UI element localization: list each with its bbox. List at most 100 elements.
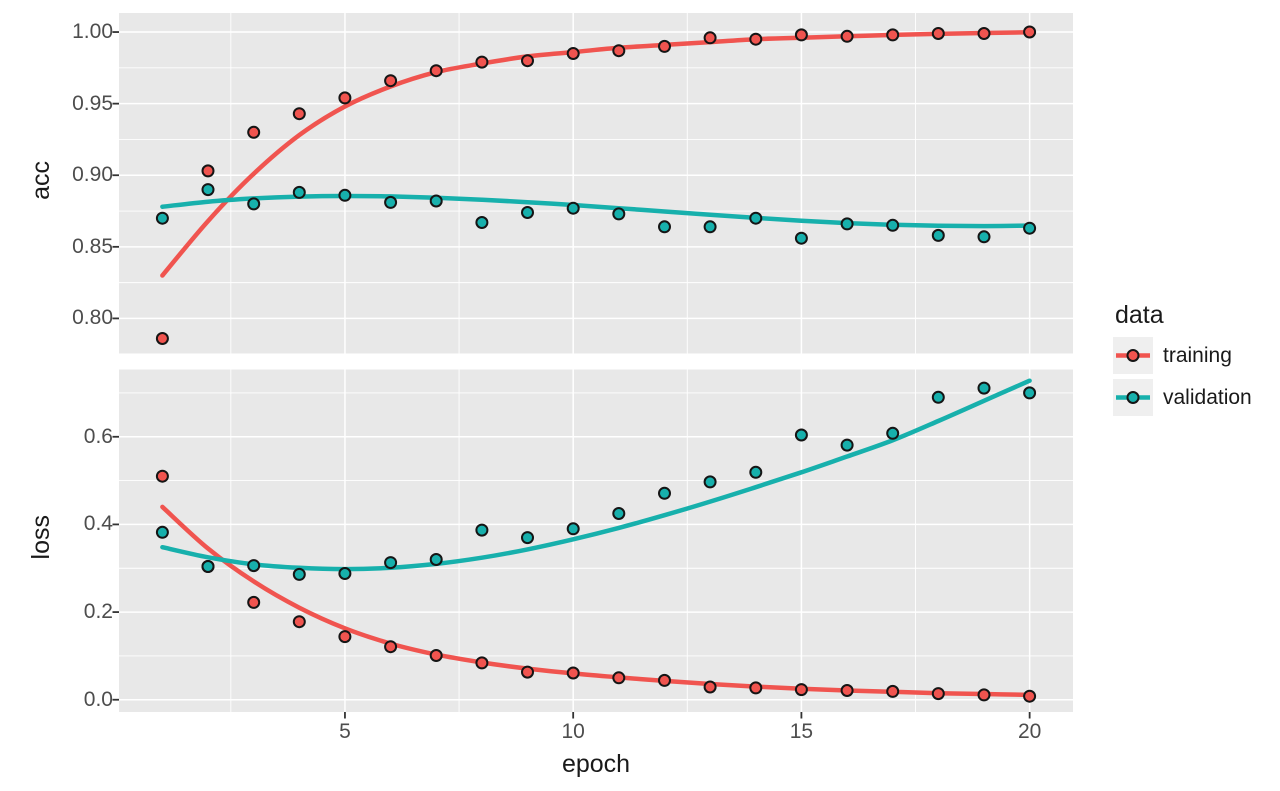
data-point-training-acc-e2: [201, 164, 215, 178]
y-tick-label-acc: 1.00: [72, 20, 113, 44]
data-point-validation-acc-e8: [475, 216, 489, 229]
data-point-training-loss-e5: [338, 630, 352, 644]
data-point-validation-loss-e7: [429, 553, 443, 566]
data-point-training-acc-e1: [155, 332, 169, 345]
data-point-training-loss-e11: [612, 671, 626, 685]
data-point-training-acc-e14: [749, 32, 763, 46]
data-point-training-loss-e7: [429, 649, 443, 662]
data-point-validation-acc-e18: [931, 228, 945, 242]
legend: data training validation: [1113, 301, 1252, 421]
data-point-training-acc-e10: [566, 47, 580, 60]
data-point-training-acc-e18: [931, 27, 945, 40]
data-point-training-loss-e15: [794, 683, 808, 697]
legend-title: data: [1115, 301, 1164, 329]
data-point-validation-acc-e10: [566, 201, 580, 215]
y-tick-label-loss: 0.0: [83, 687, 113, 711]
data-point-training-loss-e6: [384, 640, 398, 654]
panel-loss: [119, 369, 1073, 712]
smooth-line-validation-loss: [160, 378, 1032, 572]
data-point-validation-acc-e1: [155, 211, 169, 225]
data-point-validation-acc-e5: [338, 188, 352, 202]
data-point-training-acc-e16: [840, 29, 854, 43]
data-point-validation-loss-e8: [475, 523, 489, 537]
data-point-training-acc-e20: [1023, 25, 1037, 39]
data-point-training-loss-e14: [749, 681, 763, 695]
data-point-validation-loss-e2: [201, 560, 215, 573]
data-point-validation-acc-e11: [612, 207, 626, 221]
data-point-validation-loss-e6: [384, 556, 398, 570]
data-point-validation-acc-e2: [201, 183, 215, 197]
data-point-validation-loss-e13: [703, 475, 717, 489]
data-point-validation-acc-e17: [886, 218, 900, 232]
data-point-validation-acc-e15: [794, 231, 808, 245]
data-point-validation-loss-e12: [658, 486, 671, 500]
y-tick-label-acc: 0.85: [72, 234, 113, 258]
data-point-training-acc-e4: [292, 107, 306, 121]
legend-point-icon: [1126, 391, 1140, 404]
data-point-validation-loss-e19: [977, 381, 991, 395]
panel-bg-loss: [119, 369, 1073, 712]
y-tick-label-acc: 0.95: [72, 91, 113, 115]
data-point-training-acc-e15: [794, 28, 808, 42]
data-point-validation-loss-e14: [749, 465, 763, 479]
data-point-validation-loss-e15: [794, 428, 808, 442]
data-point-training-loss-e13: [703, 680, 717, 694]
data-point-validation-acc-e20: [1023, 221, 1037, 235]
y-tick-label-loss: 0.2: [83, 600, 113, 624]
data-point-training-acc-e19: [977, 27, 991, 40]
data-point-validation-loss-e1: [155, 525, 169, 539]
y-tick-label-loss: 0.4: [83, 512, 113, 536]
data-point-training-loss-e4: [292, 615, 306, 629]
legend-item-training: training: [1113, 337, 1252, 374]
data-point-training-acc-e3: [247, 125, 261, 139]
legend-key-training: [1113, 337, 1153, 374]
data-point-validation-loss-e17: [886, 426, 900, 440]
data-point-validation-acc-e6: [384, 195, 398, 209]
y-tick-label-acc: 0.80: [72, 306, 113, 330]
data-point-validation-loss-e5: [338, 567, 352, 580]
data-point-training-loss-e18: [931, 687, 945, 701]
data-point-validation-acc-e9: [521, 206, 534, 219]
data-point-training-loss-e1: [155, 469, 169, 483]
data-point-training-loss-e12: [658, 673, 671, 687]
data-point-validation-acc-e19: [977, 230, 991, 244]
x-tick-label: 15: [789, 720, 814, 743]
data-point-validation-loss-e3: [247, 559, 261, 573]
data-point-training-loss-e20: [1023, 689, 1037, 703]
legend-item-label: training: [1163, 343, 1232, 367]
x-axis-title: epoch: [561, 750, 631, 778]
legend-point-icon: [1126, 349, 1140, 362]
data-point-training-acc-e11: [612, 44, 626, 58]
legend-items: training validation: [1113, 337, 1252, 416]
data-point-training-loss-e17: [886, 684, 900, 698]
data-point-training-acc-e17: [886, 28, 900, 42]
y-tick-label-loss: 0.6: [83, 424, 113, 448]
data-point-training-loss-e3: [247, 595, 261, 609]
legend-item-label: validation: [1163, 385, 1252, 409]
data-point-training-loss-e8: [475, 656, 489, 670]
data-point-validation-acc-e12: [658, 220, 671, 234]
x-tick-label: 10: [561, 720, 585, 743]
data-point-validation-acc-e13: [703, 220, 717, 234]
x-tick-label: 20: [1017, 720, 1042, 743]
data-point-validation-loss-e16: [840, 438, 854, 452]
data-point-validation-loss-e9: [521, 531, 534, 545]
data-point-validation-acc-e14: [749, 211, 763, 225]
data-point-training-acc-e7: [429, 64, 443, 78]
data-point-training-acc-e6: [384, 74, 398, 88]
data-point-validation-acc-e3: [247, 197, 261, 211]
data-point-training-loss-e9: [521, 665, 534, 679]
data-point-validation-loss-e10: [566, 522, 580, 536]
legend-key-validation: [1113, 379, 1153, 416]
panel-bg-acc: [119, 13, 1073, 354]
data-point-validation-acc-e7: [429, 194, 443, 208]
data-point-validation-acc-e16: [840, 217, 854, 231]
data-point-training-acc-e8: [475, 55, 489, 69]
data-point-training-loss-e10: [566, 666, 580, 680]
data-point-validation-loss-e18: [931, 390, 945, 404]
y-tick-label-acc: 0.90: [72, 163, 113, 187]
panel-acc: [119, 13, 1073, 354]
data-point-training-loss-e16: [840, 684, 854, 697]
